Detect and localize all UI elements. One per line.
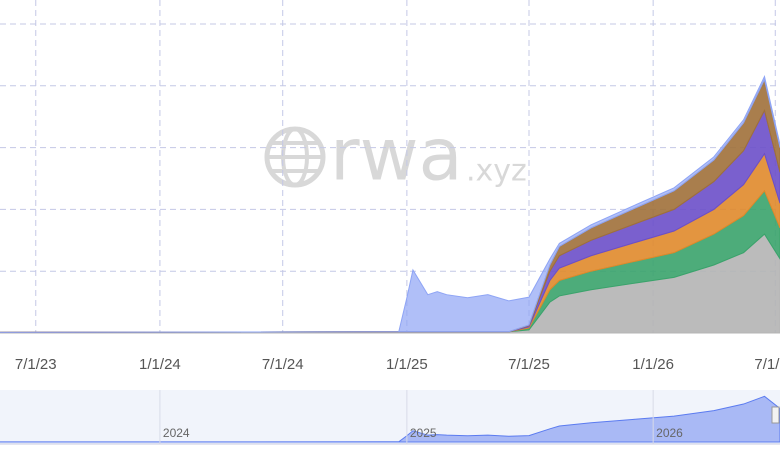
navigator-label: 2025 [410, 426, 437, 440]
x-tick-label: 7/1/25 [508, 356, 550, 373]
watermark: rwa .xyz [264, 113, 527, 197]
navigator-label: 2024 [163, 426, 190, 440]
area [0, 75, 780, 333]
watermark-suffix: .xyz [466, 154, 527, 189]
x-tick-label: 1/1/24 [139, 356, 181, 373]
watermark-text: rwa [330, 113, 463, 197]
x-tick-label: 1/1/26 [632, 356, 674, 373]
navigator-label: 2026 [656, 426, 683, 440]
grid [0, 0, 780, 334]
navigator-area [0, 395, 780, 443]
x-tick-label: 1/1/25 [386, 356, 428, 373]
navigator-handle[interactable] [771, 406, 780, 424]
x-tick-label: 7/1/23 [15, 356, 57, 373]
x-tick-label: 7/1/26 [754, 356, 780, 373]
x-tick-label: 7/1/24 [262, 356, 304, 373]
